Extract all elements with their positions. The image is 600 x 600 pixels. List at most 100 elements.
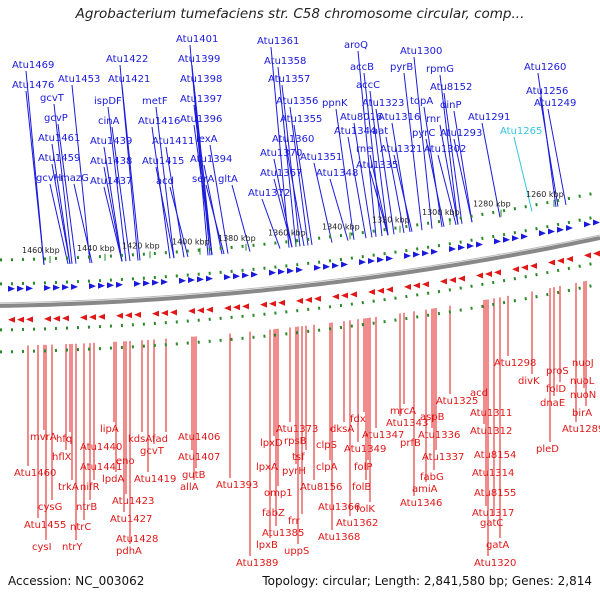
top-gene-label-26[interactable]: lexA (196, 134, 218, 145)
top-gene-label-24[interactable]: Atu1397 (180, 94, 222, 105)
top-gene-label-8[interactable]: mazG (60, 173, 89, 184)
bottom-gene-label-72[interactable]: Atu1317 (472, 508, 514, 519)
top-gene-label-17[interactable]: Atu1416 (138, 116, 180, 127)
top-gene-label-64[interactable]: Atu1260 (524, 62, 566, 73)
bottom-gene-label-39[interactable]: tsf (292, 452, 305, 463)
top-gene-label-4[interactable]: gcvP (44, 113, 68, 124)
bottom-gene-label-11[interactable]: nifR (80, 482, 100, 493)
bottom-gene-label-14[interactable]: lipA (100, 424, 119, 435)
bottom-gene-label-26[interactable]: Atu1407 (178, 452, 220, 463)
top-gene-label-44[interactable]: aroQ (344, 40, 368, 51)
top-gene-label-46[interactable]: accC (356, 80, 380, 91)
top-gene-label-5[interactable]: Atu1461 (38, 133, 80, 144)
bottom-gene-label-31[interactable]: lpxD (260, 438, 283, 449)
bottom-gene-label-2[interactable]: Atu1460 (14, 468, 56, 479)
top-gene-label-23[interactable]: Atu1398 (180, 74, 222, 85)
top-gene-label-28[interactable]: serA (192, 174, 214, 185)
bottom-gene-label-1[interactable]: hfq (56, 434, 72, 445)
bottom-gene-label-30[interactable]: Atu1389 (236, 558, 278, 569)
bottom-gene-label-20[interactable]: pdhA (116, 546, 142, 557)
bottom-gene-label-66[interactable]: acd (470, 388, 488, 399)
top-gene-label-27[interactable]: Atu1394 (190, 154, 232, 165)
top-gene-label-35[interactable]: Atu1360 (272, 134, 314, 145)
top-gene-label-29[interactable]: gltA (218, 174, 238, 185)
top-gene-label-54[interactable]: Atu8152 (430, 82, 472, 93)
bottom-gene-label-57[interactable]: Atu1347 (362, 430, 404, 441)
bottom-gene-label-70[interactable]: Atu1314 (472, 468, 514, 479)
bottom-gene-label-0[interactable]: mvrA (30, 432, 57, 443)
bottom-gene-label-9[interactable]: ntrC (70, 522, 91, 533)
bottom-gene-label-25[interactable]: Atu1406 (178, 432, 220, 443)
bottom-gene-label-27[interactable]: gutB (182, 470, 206, 481)
bottom-gene-label-23[interactable]: Atu1419 (134, 474, 176, 485)
top-gene-label-66[interactable]: Atu1249 (534, 98, 576, 109)
bottom-gene-label-42[interactable]: uppS (284, 546, 309, 557)
bottom-gene-label-18[interactable]: Atu1427 (110, 514, 152, 525)
top-gene-label-22[interactable]: Atu1399 (178, 54, 220, 65)
top-gene-label-51[interactable]: Atu1300 (400, 46, 442, 57)
top-gene-label-59[interactable]: dinP (440, 100, 462, 111)
top-gene-label-61[interactable]: Atu1293 (440, 128, 482, 139)
bottom-gene-label-73[interactable]: gatC (480, 518, 503, 529)
top-gene-label-50[interactable]: Atu1335 (356, 160, 398, 171)
bottom-gene-label-22[interactable]: gcvT (140, 446, 165, 457)
top-gene-label-40[interactable]: Atu1372 (248, 188, 290, 199)
top-gene-label-67[interactable]: Atu1265 (500, 126, 542, 137)
top-gene-label-3[interactable]: Atu1453 (58, 74, 100, 85)
top-gene-label-39[interactable]: Atu1348 (316, 168, 358, 179)
bottom-gene-label-85[interactable]: birA (572, 408, 592, 419)
bottom-gene-label-86[interactable]: Atu1289 (562, 424, 600, 435)
top-gene-label-19[interactable]: Atu1415 (142, 156, 184, 167)
top-gene-label-55[interactable]: Atu1316 (378, 112, 420, 123)
top-gene-label-13[interactable]: Atu1437 (90, 176, 132, 187)
top-gene-label-42[interactable]: Atu1344 (334, 126, 376, 137)
bottom-gene-label-38[interactable]: rpsB (284, 436, 307, 447)
top-gene-label-31[interactable]: Atu1358 (264, 56, 306, 67)
bottom-gene-label-83[interactable]: nuoL (570, 376, 595, 387)
bottom-gene-label-10[interactable]: ntrB (76, 502, 97, 513)
bottom-gene-label-6[interactable]: Atu1455 (24, 520, 66, 531)
bottom-gene-label-51[interactable]: fdx (350, 414, 366, 425)
bottom-gene-label-34[interactable]: fabZ (262, 508, 285, 519)
top-gene-label-15[interactable]: Atu1421 (108, 74, 150, 85)
bottom-gene-label-50[interactable]: Atu1349 (344, 444, 386, 455)
bottom-gene-label-61[interactable]: Atu1336 (418, 430, 460, 441)
bottom-gene-label-76[interactable]: Atu1298 (494, 358, 536, 369)
top-gene-label-34[interactable]: Atu1355 (280, 114, 322, 125)
bottom-gene-label-12[interactable]: Atu1441 (80, 462, 122, 473)
bottom-gene-label-48[interactable]: Atu1368 (318, 532, 360, 543)
bottom-gene-label-64[interactable]: amiA (412, 484, 438, 495)
bottom-gene-label-7[interactable]: cysI (32, 542, 52, 553)
bottom-gene-label-84[interactable]: nuoN (570, 390, 596, 401)
top-gene-label-16[interactable]: metF (142, 96, 168, 107)
bottom-gene-label-59[interactable]: Atu1346 (400, 498, 442, 509)
bottom-gene-label-37[interactable]: Atu1373 (276, 424, 318, 435)
bottom-gene-label-78[interactable]: pleD (536, 444, 559, 455)
bottom-gene-label-40[interactable]: pyrH (282, 466, 306, 477)
top-gene-label-38[interactable]: Atu1367 (260, 168, 302, 179)
bottom-gene-label-4[interactable]: cysG (38, 502, 62, 513)
top-gene-label-18[interactable]: Atu1411 (152, 136, 194, 147)
top-gene-label-63[interactable]: Atu1302 (424, 144, 466, 155)
top-gene-label-52[interactable]: pyrB (390, 62, 413, 73)
bottom-gene-label-77[interactable]: divK (518, 376, 540, 387)
top-gene-label-10[interactable]: cinA (98, 116, 120, 127)
bottom-gene-label-55[interactable]: mrcA (390, 406, 416, 417)
top-gene-label-36[interactable]: Atu1370 (260, 148, 302, 159)
top-gene-label-37[interactable]: Atu1351 (300, 152, 342, 163)
top-gene-label-49[interactable]: aat (372, 126, 388, 137)
bottom-gene-label-19[interactable]: Atu1428 (116, 534, 158, 545)
bottom-gene-label-65[interactable]: Atu1325 (436, 396, 478, 407)
bottom-gene-label-28[interactable]: allA (180, 482, 199, 493)
top-gene-label-57[interactable]: Atu1321 (380, 144, 422, 155)
top-gene-label-32[interactable]: Atu1357 (268, 74, 310, 85)
bottom-gene-label-15[interactable]: lpdA (102, 474, 124, 485)
top-gene-label-11[interactable]: Atu1439 (90, 136, 132, 147)
bottom-gene-label-67[interactable]: Atu1311 (470, 408, 512, 419)
top-gene-label-48[interactable]: Atu1323 (362, 98, 404, 109)
bottom-gene-label-17[interactable]: Atu1423 (112, 496, 154, 507)
top-gene-label-20[interactable]: acd (156, 176, 174, 187)
bottom-gene-label-41[interactable]: frr (288, 516, 300, 527)
bottom-gene-label-44[interactable]: clpA (316, 462, 338, 473)
top-gene-label-56[interactable]: topA (410, 96, 433, 107)
